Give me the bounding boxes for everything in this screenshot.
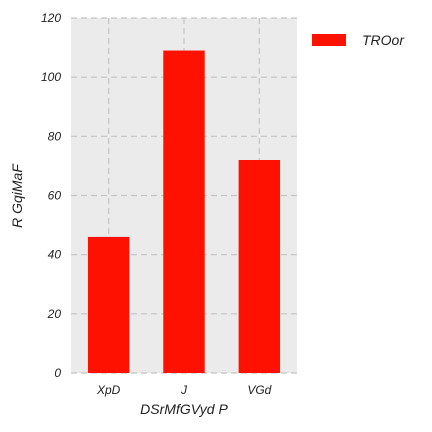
y-tick-label: 100	[41, 70, 61, 84]
y-axis-label: R GqiMaF	[9, 163, 25, 228]
y-tick-label: 20	[47, 307, 62, 321]
x-axis-label: DSrMfGVyd P	[140, 401, 228, 417]
x-tick-label: XpD	[96, 383, 121, 397]
legend-label: TROor	[362, 32, 405, 48]
legend-swatch	[312, 34, 346, 46]
x-tick-label: J	[180, 383, 188, 397]
x-axis-ticks: XpD J VGd	[96, 383, 272, 397]
y-tick-label: 0	[54, 366, 61, 380]
bar-XpD	[87, 236, 130, 373]
y-axis-ticks: 0 20 40 60 80 100 120	[41, 11, 61, 380]
y-tick-label: 120	[41, 11, 61, 25]
bar-VGd	[238, 160, 281, 373]
y-tick-label: 60	[48, 189, 62, 203]
legend: TROor	[312, 32, 405, 48]
x-tick-label: VGd	[247, 383, 271, 397]
bar-J	[163, 50, 205, 374]
y-tick-label: 40	[48, 248, 62, 262]
y-tick-label: 80	[48, 129, 62, 143]
bars	[87, 50, 281, 374]
